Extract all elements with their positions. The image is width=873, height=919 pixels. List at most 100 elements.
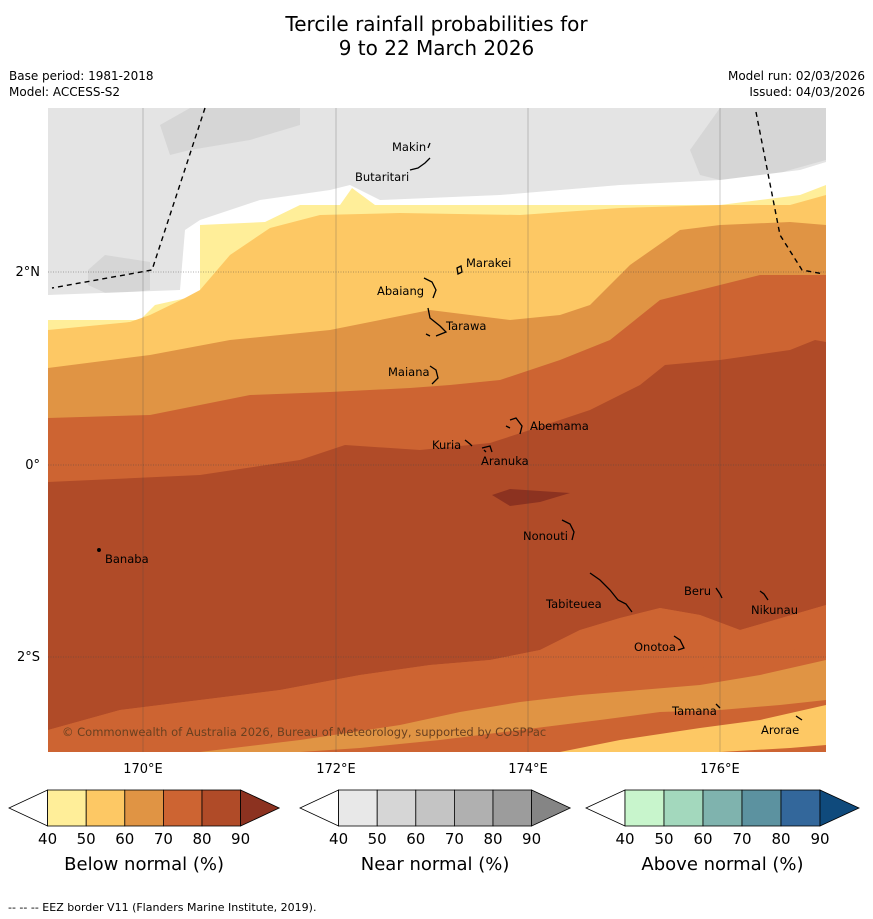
island-tabiteuea	[589, 572, 633, 613]
label-abaiang: Abaiang	[377, 284, 424, 298]
colorbar-label: Near normal (%)	[361, 854, 510, 875]
label-maiana: Maiana	[388, 365, 430, 379]
label-tamana: Tamana	[671, 704, 717, 718]
probability-map	[48, 108, 826, 752]
colorbar-cell	[624, 789, 665, 827]
colorbar-tick-label: 70	[445, 830, 464, 848]
colorbar-cell	[741, 789, 782, 827]
below-normal-50-60-south	[560, 705, 826, 752]
meta-left: Base period: 1981-2018 Model: ACCESS-S2	[9, 68, 154, 100]
below-normal-60-70-south	[200, 660, 826, 752]
below-normal-70-80-south	[48, 605, 826, 752]
near-normal-50-60-c	[88, 255, 150, 295]
island-nonouti	[561, 519, 575, 541]
colorbar-tick-label: 40	[38, 830, 57, 848]
islands	[97, 142, 803, 721]
lon-label-176e: 176°E	[700, 762, 740, 777]
axis-labels: 170°E 172°E 174°E 176°E 2°N 0° 2°S	[16, 265, 740, 777]
island-beru	[715, 587, 723, 599]
near-normal-50-60-b	[690, 108, 826, 185]
colorbar-label: Below normal (%)	[64, 854, 224, 875]
colorbar-tick-label: 50	[77, 830, 96, 848]
below-normal-gt90	[492, 489, 570, 506]
island-aranuka	[481, 445, 493, 453]
colorbar-tick-label: 60	[693, 830, 712, 848]
colorbar-tick-label: 60	[115, 830, 134, 848]
colorbar-tick-label: 70	[732, 830, 751, 848]
colorbar-tick-label: 90	[522, 830, 541, 848]
model-name: Model: ACCESS-S2	[9, 85, 121, 99]
colorbar-arrow-right	[819, 789, 860, 827]
colorbar-cell	[780, 789, 821, 827]
eez-east	[755, 111, 825, 275]
place-labels: Makin Butaritari Marakei Abaiang Tarawa …	[105, 140, 799, 737]
colorbar-tick-label: 50	[368, 830, 387, 848]
issued-date: Issued: 04/03/2026	[749, 85, 865, 99]
title-line-2: 9 to 22 March 2026	[338, 36, 535, 60]
colorbar-tick-label: 70	[154, 830, 173, 848]
lon-label-170e: 170°E	[123, 762, 163, 777]
colorbar-tick-label: 50	[654, 830, 673, 848]
colorbar-tick-label: 80	[771, 830, 790, 848]
label-nonouti: Nonouti	[523, 529, 568, 543]
island-butaritari	[409, 157, 431, 171]
island-maiana	[429, 365, 439, 385]
colorbar-cell	[47, 789, 87, 827]
colorbar-arrow-left	[585, 789, 626, 827]
label-nikunau: Nikunau	[751, 603, 798, 617]
island-nikunau	[759, 590, 769, 601]
graticule	[48, 271, 826, 658]
island-makin	[427, 142, 431, 149]
colorbar-cell	[162, 789, 203, 827]
label-kuria: Kuria	[432, 438, 461, 452]
footer-note: -- -- -- EEZ border V11 (Flanders Marine…	[8, 901, 316, 914]
lat-label-0: 0°	[25, 458, 40, 473]
colorbar-2: 40 50 60 70 80 90 Above normal (%)	[585, 789, 860, 875]
colorbar-tick-label: 60	[406, 830, 425, 848]
copyright: © Commonwealth of Australia 2026, Bureau…	[62, 725, 546, 739]
colorbar-tick-label: 80	[192, 830, 211, 848]
colorbar-arrow-left	[8, 789, 48, 827]
colorbar-tick-label: 40	[615, 830, 634, 848]
colorbar-cell	[85, 789, 126, 827]
colorbar-0: 40 50 60 70 80 90 Below normal (%)	[8, 789, 281, 875]
eez-border	[51, 107, 825, 289]
eez-west	[51, 107, 206, 289]
colorbar-cell	[702, 789, 743, 827]
label-butaritari: Butaritari	[355, 170, 409, 184]
map-title: Tercile rainfall probabilities for 9 to …	[0, 12, 873, 60]
meta-right: Model run: 02/03/2026 Issued: 04/03/2026	[728, 68, 865, 100]
colorbar-tick-label: 90	[231, 830, 250, 848]
label-abemama: Abemama	[530, 419, 589, 433]
lon-label-172e: 172°E	[316, 762, 356, 777]
island-marakei	[456, 265, 463, 275]
colorbar-cell	[492, 789, 532, 827]
colorbars: 40 50 60 70 80 90 Below normal (%) 40 50 60 70 80 90…	[8, 789, 860, 875]
island-abaiang	[423, 277, 437, 299]
island-onotoa	[673, 635, 685, 651]
colorbar-cell	[201, 789, 241, 827]
label-banaba: Banaba	[105, 552, 149, 566]
island-arorae	[795, 715, 803, 721]
label-tabiteuea: Tabiteuea	[545, 597, 602, 611]
colorbar-label: Above normal (%)	[641, 854, 803, 875]
label-onotoa: Onotoa	[634, 640, 676, 654]
colorbar-cell	[338, 789, 378, 827]
island-tarawa	[425, 307, 448, 337]
colorbar-tick-label: 80	[483, 830, 502, 848]
near-normal-50-60-a	[160, 108, 300, 155]
title-line-1: Tercile rainfall probabilities for	[285, 12, 588, 36]
label-aranuka: Aranuka	[481, 454, 529, 468]
island-tamana	[715, 703, 721, 709]
label-beru: Beru	[684, 584, 711, 598]
below-normal-80-90	[48, 340, 826, 730]
colorbar-cell	[663, 789, 704, 827]
island-abemama	[505, 417, 523, 435]
colorbar-cell	[453, 789, 494, 827]
colorbar-arrow-right	[531, 789, 572, 827]
island-banaba	[97, 548, 101, 552]
model-run: Model run: 02/03/2026	[727, 69, 865, 83]
label-tarawa: Tarawa	[445, 319, 486, 333]
colorbar-tick-label: 90	[810, 830, 829, 848]
